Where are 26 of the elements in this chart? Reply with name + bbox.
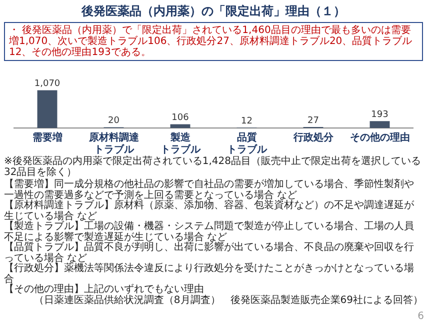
data-label: 1,070 [34,79,60,90]
x-tick-label: 製造トラブル [160,132,202,156]
text: 【製造トラブル】工場の設備・機器・システム問題で製造が停止している場合、工場の人員不足による影響で製造遅延が生じている場合 など [3,221,415,242]
x-tick-label: 行政処分 [292,132,334,144]
text: 【その他の理由】上記のいずれでもない理由 [3,284,204,295]
data-label: 106 [172,113,190,124]
x-tick-label: 原材料調達トラブル [88,132,140,156]
text: ※後発医薬品の内用薬で限定出荷されている1,428品目（販売中止で限定出荷を選択している32品目を除く） [3,156,422,178]
chart-title: 後発医薬品（内用薬）の「限定出荷」理由（１） [80,3,346,20]
text: 【原材料調達トラブル】原材料（原薬、添加物、容器、包装資材など）の不足や調達遅延が生じている場合 など [3,200,415,222]
data-label: 20 [108,116,120,126]
data-label: 12 [241,116,252,126]
x-tick-label: その他の理由 [350,132,410,144]
text: 【行政処分】薬機法等関係法令違反により行政処分を受けたことがきっかけとなっている場合 [3,263,415,284]
bar [170,124,190,128]
text: （日薬連医薬品供給状況調査（8月調査） 後発医薬品製造販売企業69社による回答） [32,294,424,306]
bar [370,121,390,128]
data-label: 27 [308,116,319,126]
text: 6 [418,310,424,320]
x-tick-label: 品質トラブル [226,132,268,156]
text: 【品質トラブル】品質不良が判明し、出荷に影響が出ている場合、不良品の廃棄や回収を行っている場合 など [3,242,415,264]
bar [37,90,58,128]
text: 【需要増】同一成分規格の他社品の影響で自社品の需要が増加している場合、季節性製剤や一過性の需要過多などで予測を上回る需要となっている場合 など [3,179,415,200]
chart-subtitle: ・ 後発医薬品（内用薬）で「限定出荷」されている1,460品目の理由で最も多いのは需要増1,070、次いで製造トラブル106、行政処分27、原材料調達トラブル20、品質トラブル12、その他の理由193である。 [4,22,423,61]
x-tick-label: 需要増 [32,132,62,144]
data-label: 193 [371,110,388,120]
